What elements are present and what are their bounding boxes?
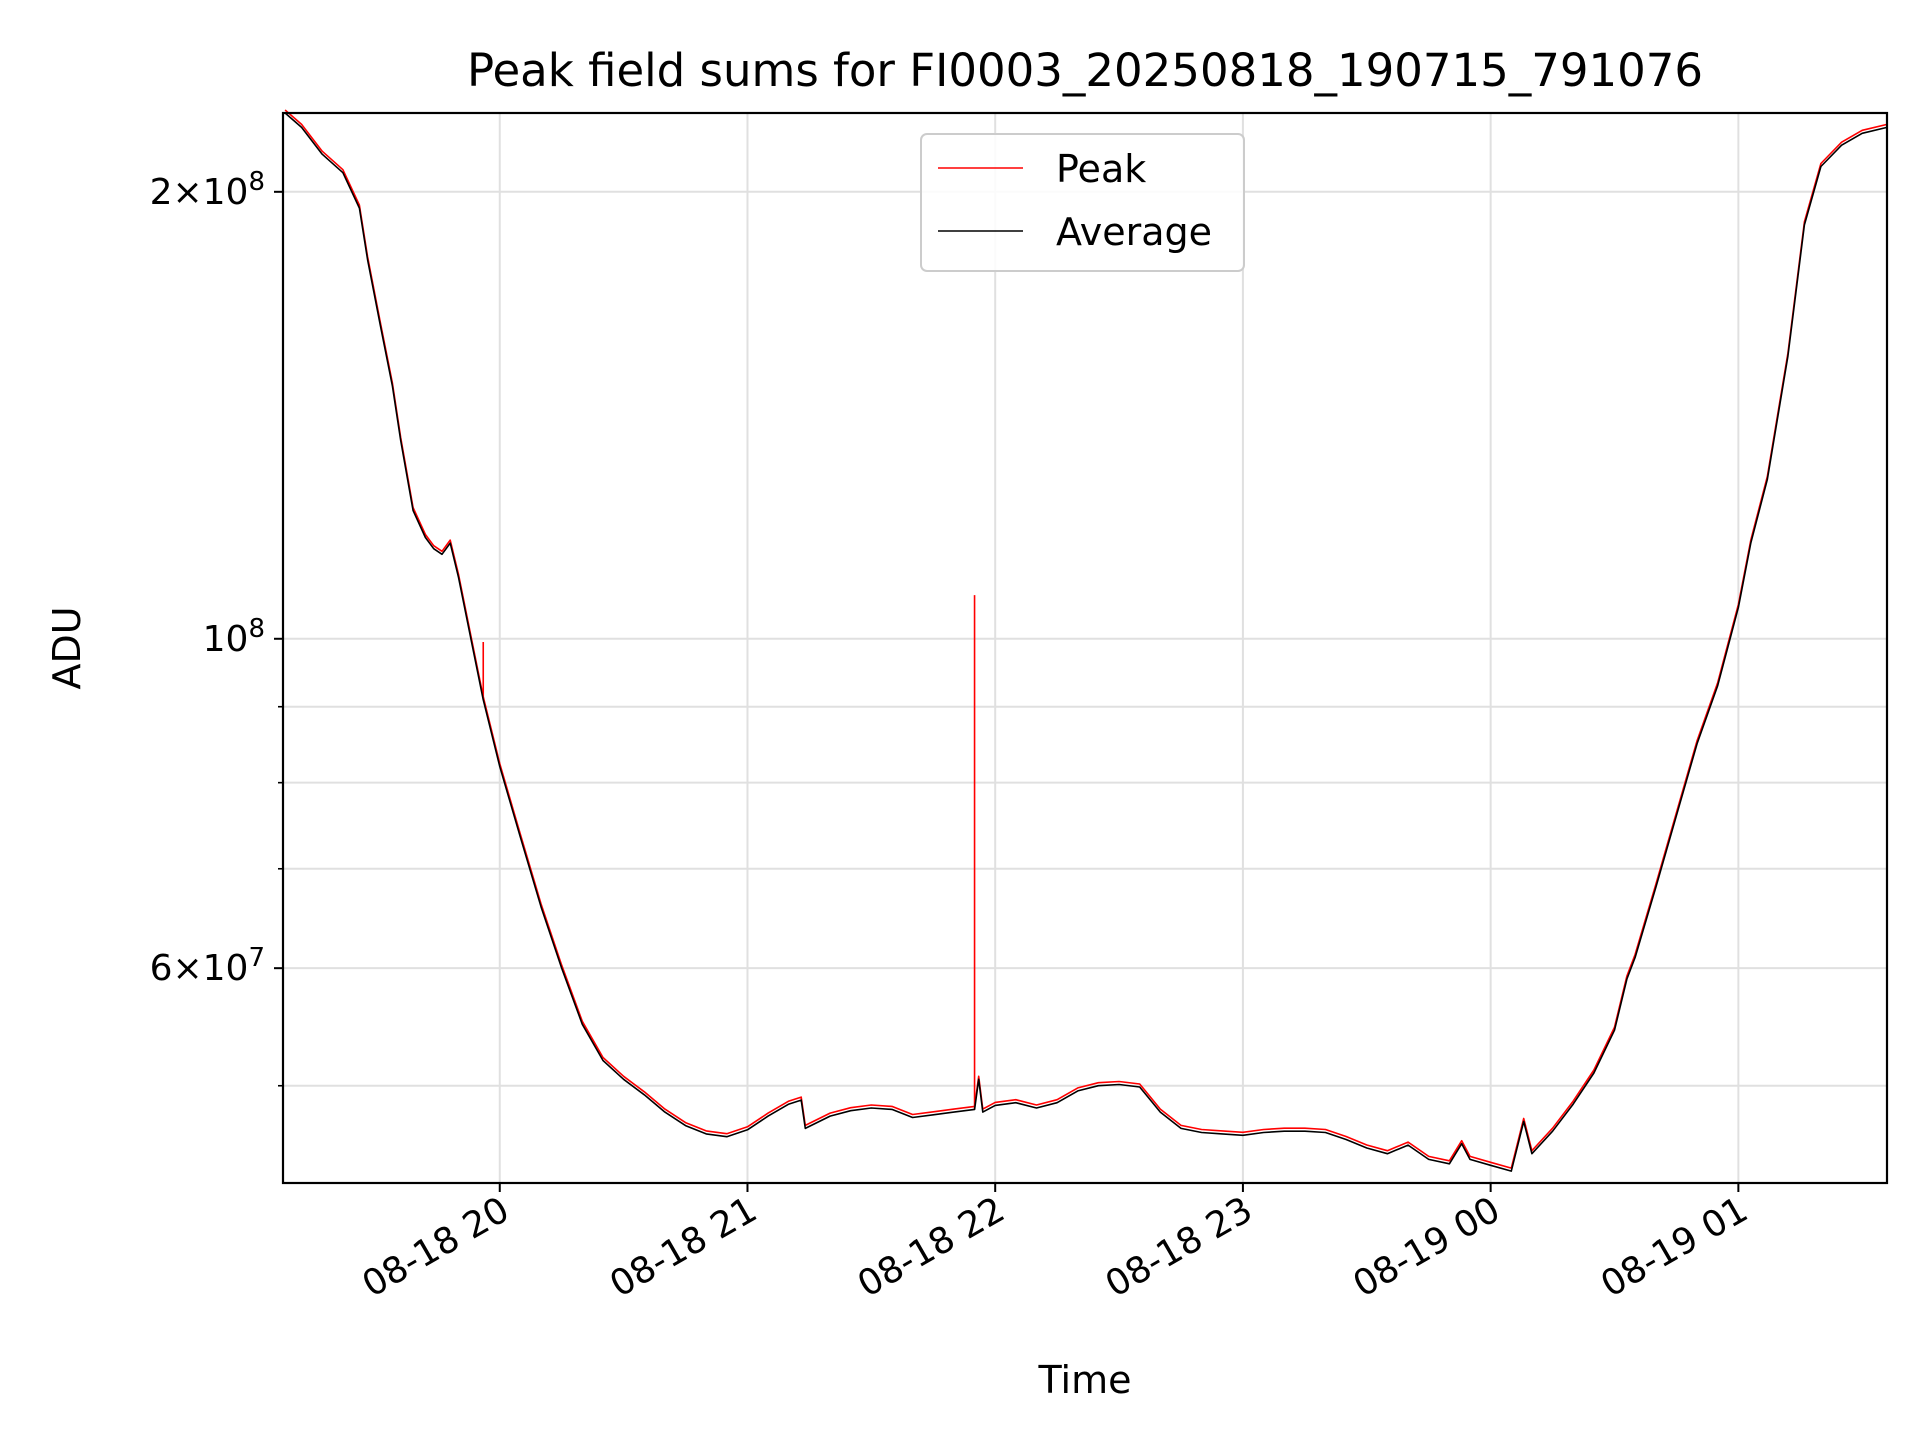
peak-spikes: [482, 595, 976, 1110]
y-tick-exponent: 8: [248, 167, 265, 197]
x-tick-label: 08-18 20: [356, 1189, 517, 1305]
y-tick-exponent: 7: [248, 943, 265, 973]
y-tick-base: 2×10: [150, 172, 249, 213]
chart-title: Peak field sums for FI0003_20250818_1907…: [467, 44, 1703, 97]
y-tick-base: 10: [203, 619, 249, 660]
x-axis-title: Time: [1038, 1358, 1132, 1402]
y-tick-label: 6×107: [150, 943, 265, 989]
x-tick-label: 08-19 00: [1346, 1189, 1507, 1305]
x-tick-label: 08-19 01: [1594, 1189, 1755, 1305]
x-tick-label: 08-18 22: [851, 1189, 1012, 1305]
y-tick-label: 108: [203, 614, 265, 660]
plot-area: [284, 109, 1888, 1172]
x-tick-label: 08-18 23: [1099, 1189, 1260, 1305]
legend: Peak Average: [920, 133, 1245, 272]
series-line-average: [284, 112, 1888, 1172]
y-axis-title: ADU: [45, 606, 89, 689]
axes-frame: [281, 111, 1889, 1185]
y-tick-exponent: 8: [248, 614, 265, 644]
y-tick-base: 6×10: [150, 948, 249, 989]
grid-lines: [283, 113, 1887, 1183]
x-tick-label: 08-18 21: [603, 1189, 764, 1305]
x-axis-ticks: 08-18 20 08-18 21 08-18 22 08-18 23 08-19 00…: [356, 1183, 1755, 1306]
legend-label-average: Average: [1056, 210, 1212, 254]
y-tick-label: 2×108: [150, 167, 265, 213]
legend-label-peak: Peak: [1056, 147, 1146, 191]
